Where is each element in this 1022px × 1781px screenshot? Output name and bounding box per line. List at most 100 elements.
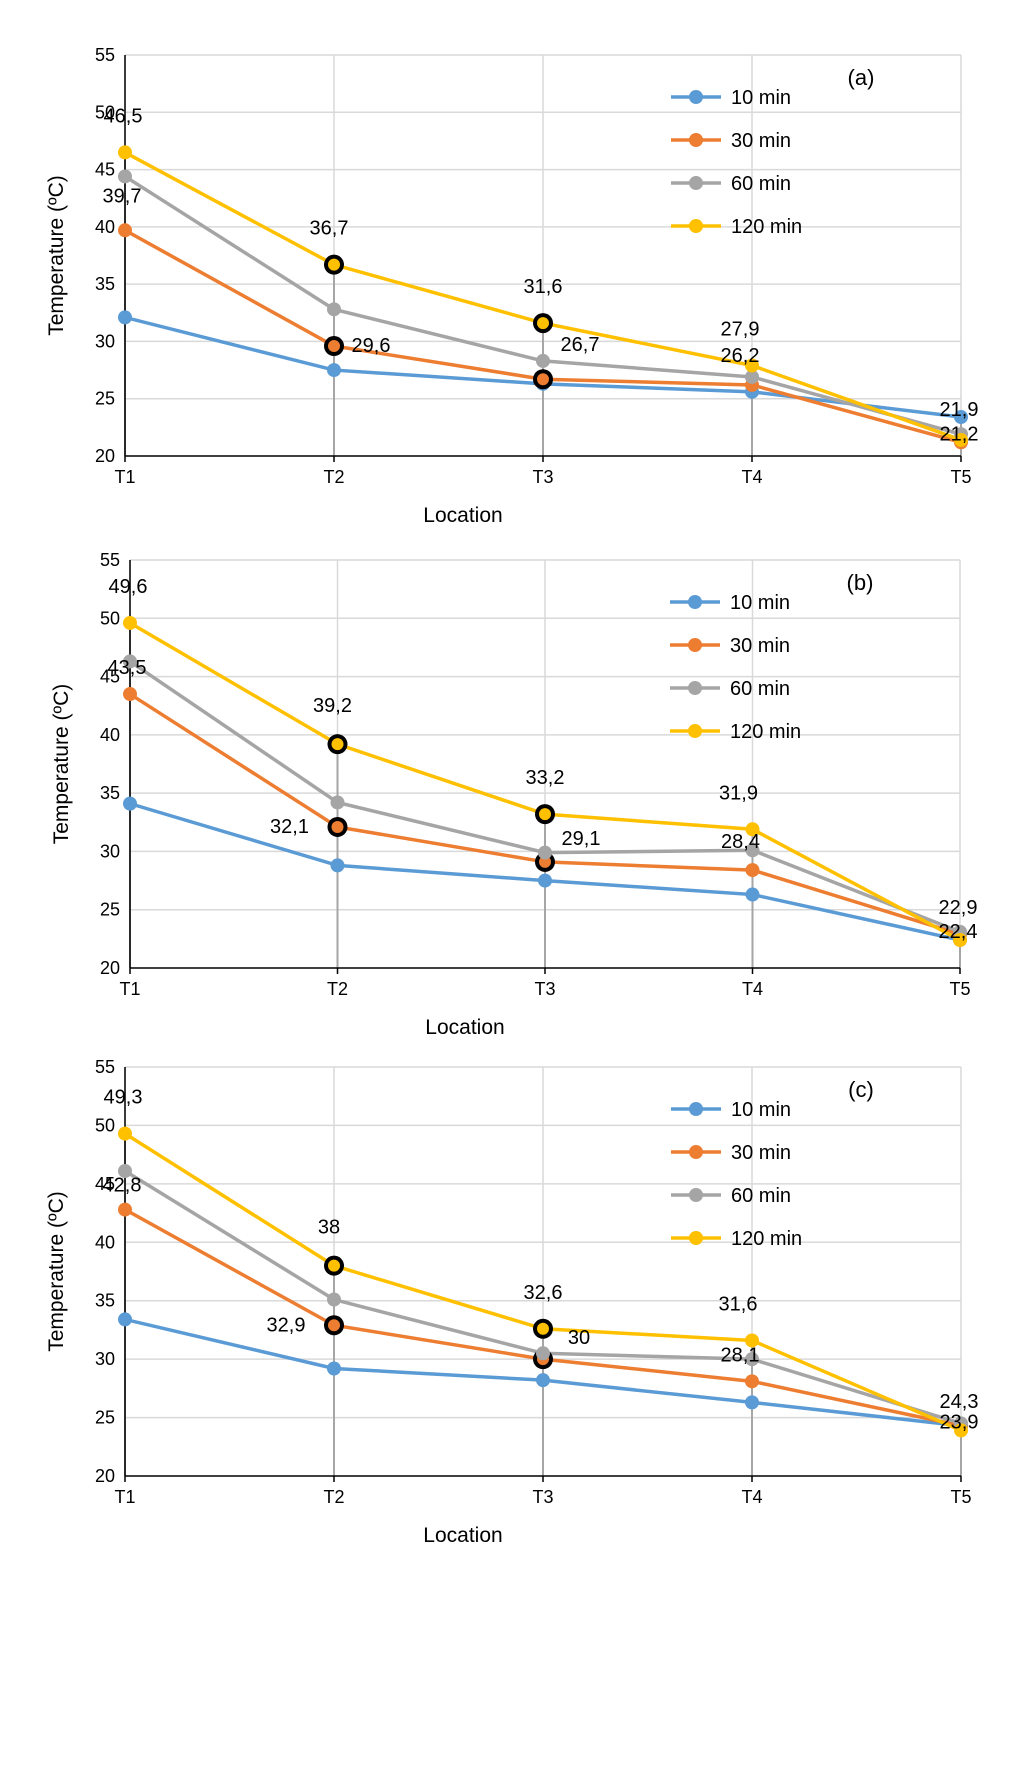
x-tick-label: T4 — [741, 1487, 762, 1507]
data-label: 32,6 — [524, 1282, 563, 1304]
panel-label: (c) — [848, 1077, 874, 1102]
y-tick-label: 35 — [100, 783, 120, 803]
data-label: 31,9 — [719, 782, 758, 804]
legend-swatch-marker — [689, 219, 703, 233]
legend-entry: 120 min — [731, 1228, 802, 1250]
data-point — [539, 808, 551, 821]
data-point — [123, 687, 137, 702]
x-tick-label: T4 — [742, 979, 763, 999]
data-label: 46,5 — [104, 105, 143, 127]
x-tick-label: T1 — [114, 467, 135, 487]
data-point — [328, 1259, 340, 1272]
x-tick-label: T2 — [323, 1487, 344, 1507]
x-tick-label: T5 — [950, 1487, 971, 1507]
legend-entry: 60 min — [730, 678, 790, 700]
data-point — [328, 258, 340, 271]
data-point — [327, 1292, 341, 1307]
y-tick-label: 55 — [95, 45, 115, 65]
data-point — [118, 310, 132, 325]
legend-swatch-marker — [688, 595, 702, 609]
x-tick-label: T2 — [327, 979, 348, 999]
data-point — [745, 358, 759, 373]
data-point — [123, 796, 137, 811]
x-tick-label: T4 — [741, 467, 762, 487]
y-tick-label: 40 — [100, 725, 120, 745]
y-axis-title: Temperature (ºC) — [50, 684, 73, 845]
legend-entry: 60 min — [731, 173, 791, 195]
data-point — [330, 795, 345, 810]
x-tick-label: T1 — [114, 1487, 135, 1507]
legend-entry: 30 min — [731, 1142, 791, 1164]
data-point — [123, 654, 137, 669]
data-point — [745, 822, 760, 837]
legend-swatch-marker — [688, 638, 702, 652]
x-tick-label: T3 — [532, 467, 553, 487]
legend-swatch-marker — [689, 133, 703, 147]
data-label: 22,4 — [939, 921, 978, 943]
y-tick-label: 20 — [95, 1466, 115, 1486]
y-tick-label: 55 — [95, 1057, 115, 1077]
chart-panel-3: 20 25 30 35 40 45 50 55 T1 T2 T3 T4 T5 Location Temper… — [45, 1057, 978, 1547]
data-point — [953, 933, 967, 948]
x-tick-label: T3 — [532, 1487, 553, 1507]
data-label: 22,9 — [939, 897, 978, 919]
y-tick-label: 20 — [95, 446, 115, 466]
legend: 10 min 30 min 60 min 120 min — [670, 592, 801, 743]
legend-swatch-marker — [689, 176, 703, 190]
x-tick-label: T3 — [534, 979, 555, 999]
data-label: 21,9 — [940, 399, 979, 421]
y-tick-label: 50 — [95, 102, 115, 122]
data-point — [328, 1319, 340, 1332]
data-point — [539, 855, 551, 868]
y-tick-label: 25 — [100, 900, 120, 920]
data-point — [328, 340, 340, 353]
data-point — [327, 302, 341, 317]
data-point — [538, 873, 552, 888]
data-point — [327, 1361, 341, 1376]
y-tick-label: 30 — [95, 331, 115, 351]
data-point — [536, 1373, 550, 1388]
legend-swatch-marker — [689, 1102, 703, 1116]
legend-entry: 60 min — [731, 1185, 791, 1207]
y-tick-label: 30 — [95, 1349, 115, 1369]
data-label: 36,7 — [310, 218, 349, 240]
data-label: 32,1 — [270, 816, 309, 838]
data-label: 39,7 — [103, 185, 142, 207]
legend: 10 min 30 min 60 min 120 min — [671, 1099, 802, 1250]
x-axis-title: Location — [423, 504, 502, 527]
y-tick-label: 45 — [100, 667, 120, 687]
legend-swatch-marker — [689, 1145, 703, 1159]
y-tick-label: 40 — [95, 1232, 115, 1252]
y-tick-label: 45 — [95, 1174, 115, 1194]
data-label: 39,2 — [313, 695, 352, 717]
data-point — [118, 1202, 132, 1217]
data-point — [745, 1333, 759, 1348]
data-point — [745, 1374, 759, 1389]
data-point — [745, 369, 759, 384]
y-axis-title: Temperature (ºC) — [45, 175, 68, 336]
data-point — [536, 1346, 550, 1361]
panel-label: (b) — [847, 570, 874, 595]
data-label: 28,1 — [721, 1344, 760, 1366]
data-label: 24,3 — [940, 1391, 979, 1413]
data-point — [745, 843, 760, 858]
data-point — [118, 145, 132, 160]
data-label: 29,6 — [352, 335, 391, 357]
data-label: 38 — [318, 1217, 340, 1239]
data-label: 21,2 — [940, 423, 979, 445]
y-tick-label: 25 — [95, 389, 115, 409]
data-label: 42,8 — [103, 1175, 142, 1197]
data-label: 30 — [568, 1327, 590, 1349]
data-point — [118, 1164, 132, 1179]
y-tick-label: 30 — [100, 841, 120, 861]
data-label: 49,3 — [104, 1087, 143, 1109]
data-point — [537, 317, 549, 330]
data-label: 31,6 — [719, 1293, 758, 1315]
data-label: 26,7 — [561, 334, 600, 356]
y-tick-label: 50 — [95, 1115, 115, 1135]
legend-entry: 120 min — [731, 216, 802, 238]
legend-entry: 30 min — [731, 130, 791, 152]
data-label: 33,2 — [526, 767, 565, 789]
data-point — [331, 738, 344, 751]
